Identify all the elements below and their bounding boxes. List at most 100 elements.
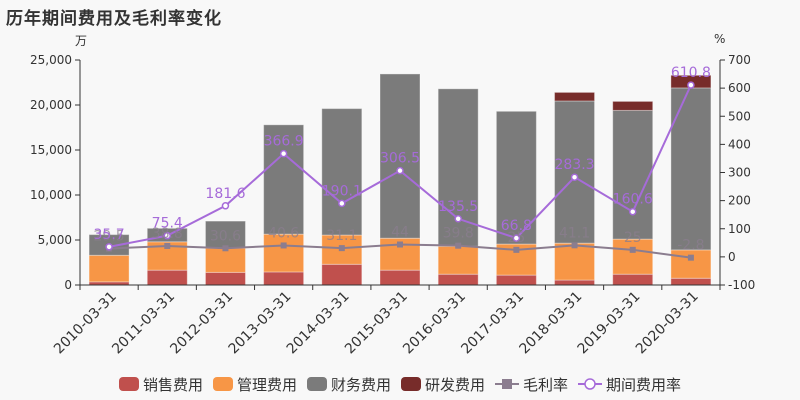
y2-tick-label: -100 xyxy=(728,278,755,292)
y2-tick-label: 300 xyxy=(728,166,751,180)
bar-segment[interactable] xyxy=(263,271,305,286)
legend-label: 财务费用 xyxy=(330,375,391,394)
y-tick-label: 0 xyxy=(64,278,72,292)
period-rate-marker[interactable] xyxy=(687,81,695,89)
y2-tick-label: 500 xyxy=(728,109,751,123)
legend-swatch-icon xyxy=(212,377,233,391)
y2-tick-label: 200 xyxy=(728,194,751,208)
y-tick-label: 5,000 xyxy=(38,233,72,247)
legend-label: 销售费用 xyxy=(142,375,203,394)
legend-item[interactable]: 毛利率 xyxy=(495,374,568,395)
period-rate-label: 610.8 xyxy=(671,65,711,81)
legend-swatch-icon xyxy=(401,377,421,391)
bar-segment[interactable] xyxy=(204,220,246,249)
period-rate-marker[interactable] xyxy=(105,243,113,251)
bar-segment[interactable] xyxy=(146,269,188,286)
bar-segment[interactable] xyxy=(612,238,654,275)
period-rate-label: 366.9 xyxy=(264,134,304,150)
bar-segment[interactable] xyxy=(437,273,479,286)
y2-tick-label: 400 xyxy=(728,137,751,151)
bar-segment[interactable] xyxy=(554,100,596,244)
gross-margin-marker[interactable] xyxy=(455,242,462,249)
period-rate-marker[interactable] xyxy=(163,231,172,240)
period-rate-label: 35.7 xyxy=(94,227,125,243)
legend-label: 研发费用 xyxy=(425,375,486,394)
gross-margin-label: 41.1 xyxy=(559,225,590,241)
legend-line-square-icon xyxy=(495,379,520,389)
bar-segment[interactable] xyxy=(379,73,421,239)
gross-margin-label: 25 xyxy=(507,230,525,246)
bar-segment[interactable] xyxy=(321,263,363,286)
period-rate-marker[interactable] xyxy=(570,173,579,181)
period-rate-marker[interactable] xyxy=(338,199,346,208)
legend-swatch-icon xyxy=(118,377,139,391)
period-rate-label: 283.3 xyxy=(554,157,594,173)
period-rate-label: 306.5 xyxy=(380,151,420,167)
bar-segment[interactable] xyxy=(670,249,712,279)
bar-segment[interactable] xyxy=(88,254,130,283)
period-rate-marker[interactable] xyxy=(512,234,521,242)
bar-segment[interactable] xyxy=(670,277,712,286)
period-rate-label: 135.5 xyxy=(438,199,478,215)
right-axis-unit: % xyxy=(714,32,726,46)
bar-segment[interactable] xyxy=(263,233,305,273)
bar-segment[interactable] xyxy=(263,124,305,235)
y-tick-label: 25,000 xyxy=(30,53,72,67)
legend-item[interactable]: 管理费用 xyxy=(212,374,297,395)
legend: 销售费用 管理费用 财务费用 研发费用 毛利率 期间费用率 xyxy=(0,371,800,397)
y-tick-label: 10,000 xyxy=(30,188,72,202)
bar-segment[interactable] xyxy=(495,110,537,245)
period-rate-label: 190.1 xyxy=(322,183,362,199)
legend-swatch-icon xyxy=(306,377,327,391)
period-rate-label: 160.6 xyxy=(613,192,653,208)
gross-margin-marker[interactable] xyxy=(222,245,229,252)
gross-margin-marker[interactable] xyxy=(629,246,636,253)
legend-item[interactable]: 销售费用 xyxy=(118,374,203,395)
bar-segment[interactable] xyxy=(670,87,712,251)
period-rate-marker[interactable] xyxy=(628,207,637,216)
gross-margin-marker[interactable] xyxy=(571,242,578,249)
bar-segment[interactable] xyxy=(379,269,421,286)
gross-margin-marker[interactable] xyxy=(164,242,171,249)
legend-item[interactable]: 研发费用 xyxy=(401,374,485,395)
bar-segment[interactable] xyxy=(554,242,596,281)
gross-margin-marker[interactable] xyxy=(397,241,403,248)
period-rate-label: 181.6 xyxy=(205,186,245,202)
period-rate-marker[interactable] xyxy=(221,202,230,210)
gross-margin-marker[interactable] xyxy=(513,246,520,253)
bar-segment[interactable] xyxy=(612,100,654,111)
bar-segment[interactable] xyxy=(554,91,596,102)
legend-label: 毛利率 xyxy=(523,375,569,394)
left-axis-unit: 万 xyxy=(75,34,88,48)
bar-segment[interactable] xyxy=(379,237,421,271)
gross-margin-label: 30.6 xyxy=(210,228,241,244)
period-rate-marker[interactable] xyxy=(396,166,404,175)
y2-tick-label: 0 xyxy=(728,250,736,264)
bar-segment[interactable] xyxy=(321,108,363,236)
gross-margin-label: 31.1 xyxy=(326,228,357,244)
period-rate-marker[interactable] xyxy=(454,215,462,223)
period-rate-label: 66.8 xyxy=(501,218,532,234)
gross-margin-label: 25 xyxy=(624,230,642,246)
bar-segment[interactable] xyxy=(554,279,596,286)
bar-segment[interactable] xyxy=(204,247,246,273)
gross-margin-label: -2.8 xyxy=(677,238,704,254)
bar-segment[interactable] xyxy=(437,245,479,275)
period-rate-marker[interactable] xyxy=(279,149,288,158)
gross-margin-label: 38.8 xyxy=(152,226,183,242)
bar-segment[interactable] xyxy=(612,109,654,240)
period-rate-label: 75.4 xyxy=(152,216,183,232)
gross-margin-marker[interactable] xyxy=(280,242,287,249)
bar-segment[interactable] xyxy=(204,271,246,286)
gross-margin-marker[interactable] xyxy=(338,245,345,252)
y2-tick-label: 600 xyxy=(728,81,751,95)
legend-item[interactable]: 期间费用率 xyxy=(578,374,681,395)
gross-margin-label: 39.8 xyxy=(443,226,474,242)
bar-segment[interactable] xyxy=(495,274,537,286)
gross-margin-label: 40.6 xyxy=(268,225,299,241)
x-tick-label: 2020-03-31 xyxy=(633,289,702,358)
gross-margin-marker[interactable] xyxy=(687,254,694,261)
legend-item[interactable]: 财务费用 xyxy=(306,374,391,395)
bar-segment[interactable] xyxy=(612,273,654,286)
legend-label: 管理费用 xyxy=(236,375,297,394)
